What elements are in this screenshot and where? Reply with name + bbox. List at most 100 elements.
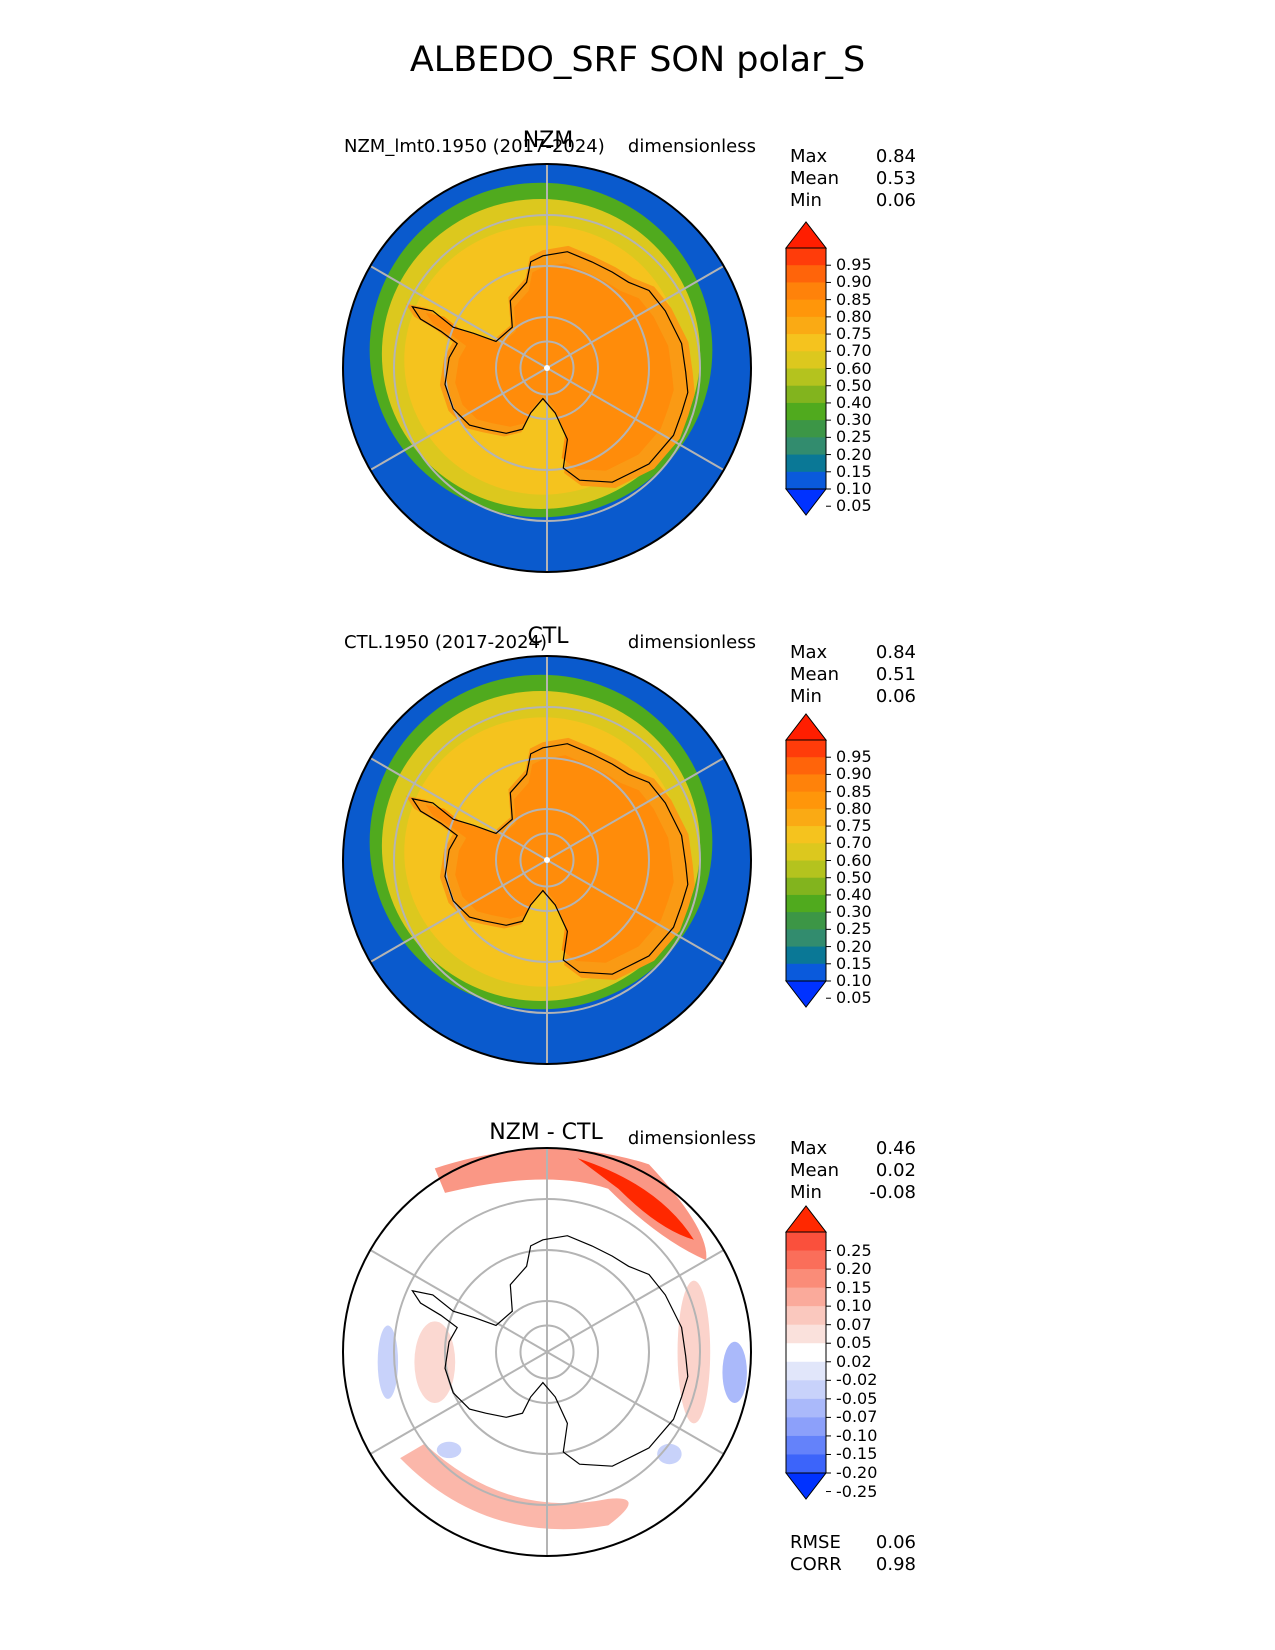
colorbar-extend-bottom (784, 488, 828, 516)
panel-3-max-label: Max (790, 1138, 828, 1159)
colorbar-segment (786, 1417, 826, 1437)
colorbar-tick-label: 0.05 (836, 496, 872, 516)
positive-anomaly-band-south (400, 1443, 629, 1530)
panel-1-mean-value: 0.53 (875, 168, 916, 189)
panel-3-corr-label: CORR (790, 1554, 842, 1575)
colorbar-panel-2 (784, 713, 831, 1008)
colorbar-tick-label: 0.20 (836, 444, 872, 464)
colorbar-tick-label: 0.80 (836, 798, 872, 818)
colorbar-tick-label: 0.70 (836, 341, 872, 361)
colorbar-segment (786, 740, 826, 758)
negative-anomaly-west (377, 1325, 399, 1399)
colorbar-segment (786, 757, 826, 775)
colorbar-segment (786, 808, 826, 827)
pole-marker (544, 857, 550, 863)
colorbar-tick-label: -0.10 (836, 1425, 878, 1445)
colorbar-segment (786, 351, 826, 369)
panel-3-units: dimensionless (627, 1128, 756, 1149)
panel-3-mean-value: 0.02 (875, 1160, 916, 1181)
positive-anomaly-band (434, 1148, 707, 1261)
colorbar-segment (786, 1324, 826, 1344)
colorbar-tick-label: 0.10 (836, 1296, 872, 1316)
negative-anomaly-se (657, 1443, 682, 1465)
colorbar-segment (786, 1454, 826, 1474)
colorbar-tick-label: 0.95 (836, 255, 872, 275)
colorbar-segment (786, 437, 826, 456)
colorbar-segment (786, 877, 826, 896)
pole-marker (544, 365, 550, 371)
colorbar-tick-label: -0.20 (836, 1463, 878, 1482)
colorbar-tick-label: 0.30 (836, 410, 872, 430)
colorbar-tick-label: 0.90 (836, 272, 872, 292)
colorbar-tick-label: 0.85 (836, 781, 872, 801)
colorbar-segment (786, 420, 826, 438)
colorbar-tick-label: 0.10 (836, 479, 872, 498)
colorbar-segment (786, 1306, 826, 1326)
negative-anomaly-sw (436, 1441, 462, 1459)
colorbar-extend-top (784, 221, 828, 249)
colorbar-segment (786, 454, 826, 473)
polar-map-1 (342, 163, 752, 573)
panel-2-mean-label: Mean (790, 664, 840, 685)
panel-2-title: CTL (527, 624, 569, 649)
colorbar-segment (786, 1343, 826, 1363)
antarctica-coastline (411, 1235, 689, 1467)
colorbar-segment (786, 1269, 826, 1289)
colorbar-tick-label: 0.30 (836, 902, 872, 922)
meridian-line (369, 367, 548, 471)
colorbar-segment (786, 860, 826, 879)
colorbar-tick-label: 0.95 (836, 747, 872, 767)
colorbar-segment (786, 248, 826, 266)
panel-1-max-label: Max (790, 146, 828, 167)
colorbar-tick-label: 0.75 (836, 324, 872, 344)
colorbar-segment (786, 1398, 826, 1418)
colorbar-tick-label: 0.15 (836, 461, 872, 481)
colorbar-panel-3 (784, 1205, 831, 1500)
colorbar-segment (786, 912, 826, 930)
panel-3-rmse-value: 0.06 (875, 1532, 916, 1553)
panel-2-max-label: Max (790, 642, 828, 663)
meridian-line (546, 265, 725, 369)
colorbar-panel-1 (784, 221, 831, 516)
colorbar-segment (786, 843, 826, 861)
colorbar-tick-label: 0.25 (836, 427, 872, 447)
colorbar-segment (786, 1287, 826, 1307)
colorbar-tick-label: 0.20 (836, 1259, 872, 1279)
panel-2-min-value: 0.06 (875, 686, 916, 707)
colorbar-tick-label: 0.20 (836, 936, 872, 956)
colorbar-segment (786, 316, 826, 335)
colorbar-segment (786, 946, 826, 965)
panel-1-left-title: NZM_lmt0.1950 (2017-2024) (344, 136, 605, 157)
panel-3-min-label: Min (790, 1182, 822, 1203)
colorbar-tick-label: 0.07 (836, 1314, 872, 1334)
colorbar-segment (786, 368, 826, 387)
colorbar-segment (786, 1232, 826, 1252)
colorbar-tick-label: 0.40 (836, 392, 872, 412)
colorbar-tick-label: -0.07 (836, 1407, 878, 1427)
colorbar-segment (786, 826, 826, 844)
polar-map-3 (342, 1147, 752, 1557)
colorbar-tick-label: -0.02 (836, 1370, 878, 1390)
colorbar-tick-label: 0.05 (836, 1333, 872, 1353)
colorbar-tick-label: 0.50 (836, 867, 872, 887)
panel-1-max-value: 0.84 (875, 146, 916, 167)
colorbar-segment (786, 963, 826, 982)
colorbar-segment (786, 894, 826, 913)
colorbar-extend-bottom (784, 980, 828, 1008)
positive-anomaly-east (677, 1280, 711, 1424)
panel-1-units: dimensionless (627, 136, 756, 157)
colorbar-tick-label: 0.60 (836, 850, 872, 870)
colorbar-extend-bottom (784, 1472, 828, 1500)
panel-3-min-value: -0.08 (869, 1182, 916, 1203)
meridian-line (546, 757, 725, 861)
panel-3-corr-value: 0.98 (875, 1554, 916, 1575)
antarctica-coastline (411, 743, 689, 975)
colorbar-tick-label: 0.80 (836, 306, 872, 326)
colorbar-tick-label: -0.05 (836, 1388, 878, 1408)
map-boundary (342, 1147, 752, 1557)
colorbar-tick-label: 0.15 (836, 1277, 872, 1297)
colorbar-tick-label: 0.10 (836, 971, 872, 990)
polar-map-2 (342, 655, 752, 1065)
panel-2-left-title: CTL.1950 (2017-2024) (344, 632, 548, 653)
colorbar-segment (786, 334, 826, 352)
